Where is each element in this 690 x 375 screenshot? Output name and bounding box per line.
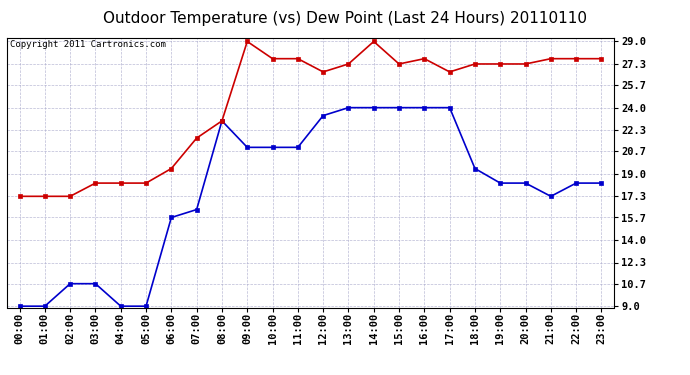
Text: Copyright 2011 Cartronics.com: Copyright 2011 Cartronics.com	[10, 40, 166, 49]
Text: Outdoor Temperature (vs) Dew Point (Last 24 Hours) 20110110: Outdoor Temperature (vs) Dew Point (Last…	[103, 11, 587, 26]
